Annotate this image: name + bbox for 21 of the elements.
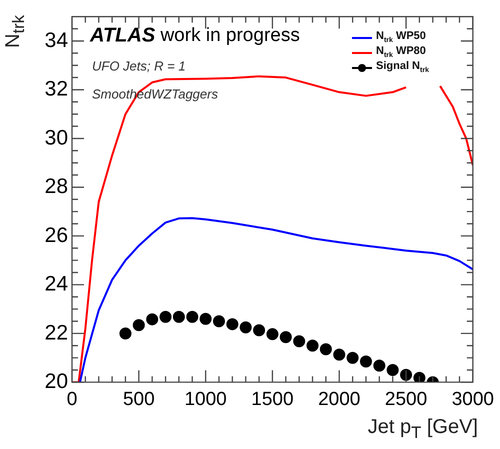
- y-tick-label: 22: [44, 321, 68, 344]
- y-tick-label: 32: [44, 78, 68, 101]
- x-tick-label: 500: [122, 388, 155, 410]
- y-tick-label: 28: [44, 175, 68, 198]
- annotation: UFO Jets; R = 1: [92, 58, 186, 74]
- y-tick-label: 20: [44, 370, 68, 393]
- y-tick-label: 24: [44, 272, 68, 296]
- x-tick-label: 2000: [318, 388, 360, 410]
- legend-label: N$_{trk}$ WP50: [376, 30, 426, 45]
- x-tick-label: 0: [66, 388, 78, 410]
- x-tick-label: 3000: [452, 388, 494, 410]
- y-tick-label: 30: [44, 126, 68, 150]
- x-tick-label: 1500: [251, 388, 294, 410]
- chart-title: ATLAS work in progress: [89, 24, 300, 47]
- x-tick-label: 1000: [184, 388, 227, 410]
- x-tick-label: 2500: [384, 388, 428, 410]
- legend-label: N$_{trk}$ WP80: [376, 45, 426, 60]
- y-tick-label: 34: [44, 28, 68, 52]
- x-axis-title: Jet p$_{T}$ [GeV]: [368, 416, 478, 443]
- y-tick-label: 26: [44, 224, 68, 247]
- legend-label: Signal N$_{trk}$: [376, 60, 429, 75]
